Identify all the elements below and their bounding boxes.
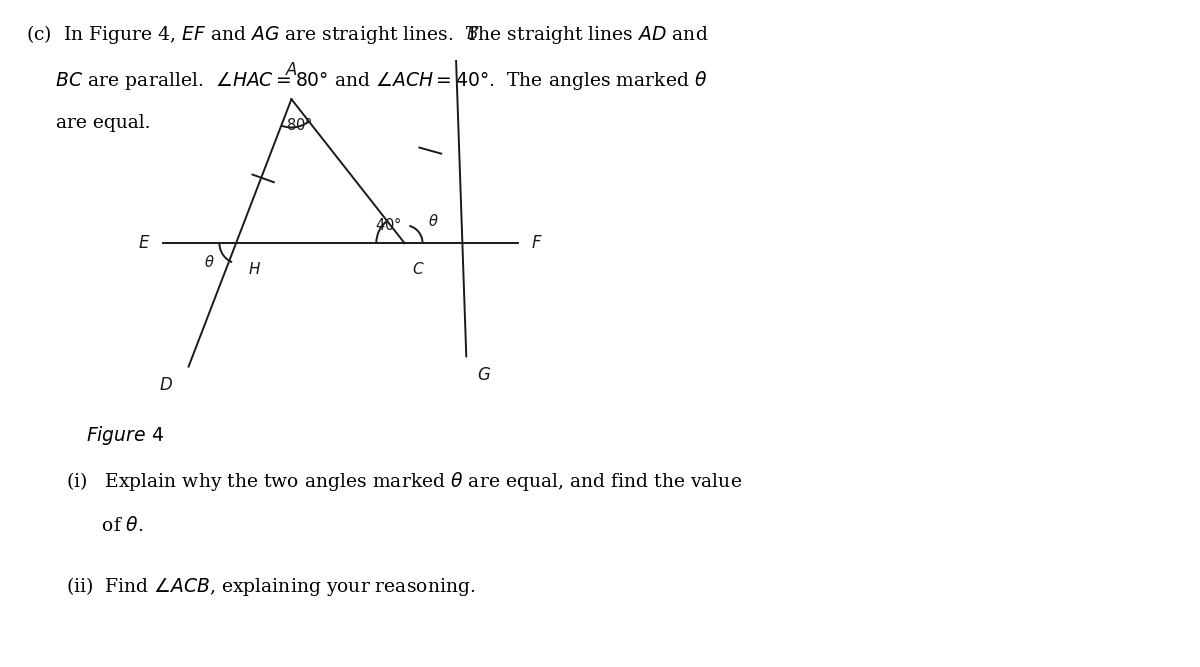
Text: $\theta$: $\theta$ xyxy=(204,253,215,269)
Text: (ii)  Find $\angle ACB$, explaining your reasoning.: (ii) Find $\angle ACB$, explaining your … xyxy=(66,574,475,598)
Text: are equal.: are equal. xyxy=(26,114,151,132)
Text: $\mathit{Figure}\ \mathit{4}$: $\mathit{Figure}\ \mathit{4}$ xyxy=(86,424,164,446)
Text: $C$: $C$ xyxy=(413,261,425,277)
Text: $D$: $D$ xyxy=(160,377,173,394)
Text: (i)   Explain why the two angles marked $\theta$ are equal, and find the value: (i) Explain why the two angles marked $\… xyxy=(66,470,742,493)
Text: $G$: $G$ xyxy=(476,367,491,384)
Text: $40°$: $40°$ xyxy=(376,215,402,233)
Text: $B$: $B$ xyxy=(467,25,479,43)
Text: $\theta$: $\theta$ xyxy=(428,213,438,229)
Text: $F$: $F$ xyxy=(530,235,542,251)
Text: (c)  In Figure 4, $\mathit{EF}$ and $\mathit{AG}$ are straight lines.  The strai: (c) In Figure 4, $\mathit{EF}$ and $\mat… xyxy=(26,23,709,46)
Text: $\mathit{BC}$ are parallel.  $\angle HAC = 80°$ and $\angle ACH = 40°$.  The ang: $\mathit{BC}$ are parallel. $\angle HAC … xyxy=(26,69,708,91)
Text: of $\theta$.: of $\theta$. xyxy=(66,516,144,534)
Text: $E$: $E$ xyxy=(138,235,150,251)
Text: $H$: $H$ xyxy=(247,261,260,277)
Text: $A$: $A$ xyxy=(284,61,298,79)
Text: $80°$: $80°$ xyxy=(286,116,312,133)
